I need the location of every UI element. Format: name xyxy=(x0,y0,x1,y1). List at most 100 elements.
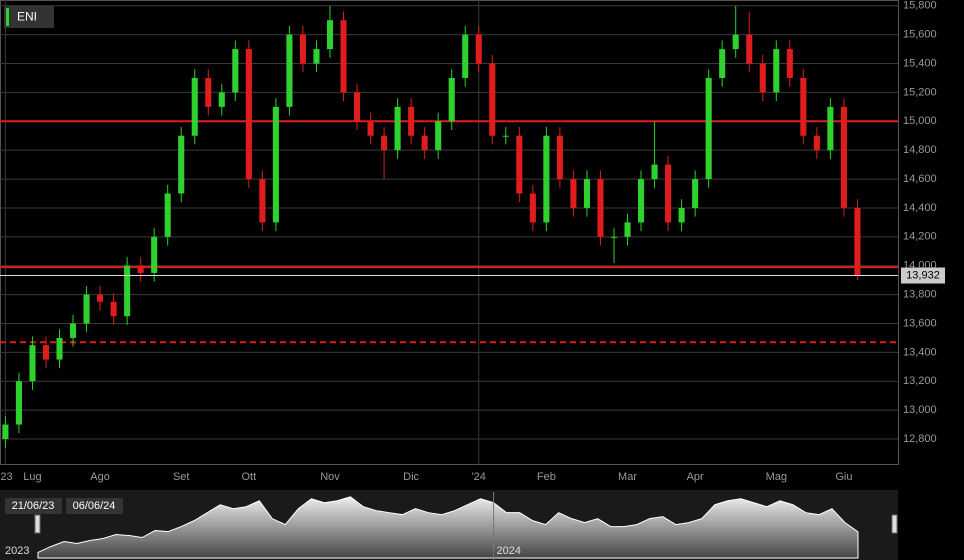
candle-body xyxy=(502,135,509,137)
candle-body xyxy=(29,345,36,382)
candle-body xyxy=(232,49,239,93)
candle-body xyxy=(732,34,739,50)
candle-body xyxy=(773,49,780,93)
y-tick-label: 15,400 xyxy=(903,57,937,69)
y-tick-label: 13,000 xyxy=(903,404,937,416)
x-tick-label: '23 xyxy=(0,471,13,483)
navigator-area xyxy=(37,496,859,559)
y-tick-label: 14,800 xyxy=(903,144,937,156)
x-tick-label: Nov xyxy=(320,471,340,483)
candle-body xyxy=(353,92,361,122)
candle-body xyxy=(151,236,158,273)
y-tick-label: 12,800 xyxy=(903,433,937,445)
candle-body xyxy=(475,34,482,64)
candle-body xyxy=(746,34,753,64)
candle-body xyxy=(570,179,577,208)
y-tick-label: 15,200 xyxy=(903,86,937,98)
y-tick-label: 15,800 xyxy=(903,0,937,12)
navigator-year: 2023 xyxy=(5,545,29,557)
chart-title: ENI xyxy=(17,10,37,24)
last-price-label: 13,932 xyxy=(906,269,940,281)
candle-body xyxy=(489,63,496,136)
candle-body xyxy=(313,49,320,64)
candle-body xyxy=(610,236,618,238)
symbol-box xyxy=(4,6,54,28)
x-tick-label: Ago xyxy=(90,471,110,483)
range-start: 21/06/23 xyxy=(12,500,55,512)
candle-body xyxy=(326,20,334,50)
candle-body xyxy=(69,323,77,338)
x-tick-label: Mag xyxy=(766,471,787,483)
candle-body xyxy=(191,77,198,136)
candle-body xyxy=(840,106,847,208)
candle-body xyxy=(516,135,523,194)
candle-body xyxy=(340,20,347,93)
x-tick-label: Mar xyxy=(618,471,637,483)
candle-body xyxy=(299,34,306,64)
candle-body xyxy=(705,77,712,180)
candle-body xyxy=(110,301,117,317)
range-end: 06/06/24 xyxy=(73,500,116,512)
candle-body xyxy=(854,207,861,276)
candle-body xyxy=(124,265,131,317)
candle-body xyxy=(597,179,604,237)
candle-body xyxy=(827,106,834,151)
candle-body xyxy=(83,294,90,324)
x-tick-label: Dic xyxy=(403,471,419,483)
candle-body xyxy=(529,193,536,223)
candle-body xyxy=(205,77,212,107)
candle-body xyxy=(786,49,793,78)
candle-body xyxy=(394,106,401,151)
candle-body xyxy=(218,92,225,107)
candle-body xyxy=(678,207,685,223)
candle-body xyxy=(42,345,50,360)
candle-body xyxy=(556,135,563,180)
y-tick-label: 14,200 xyxy=(903,231,937,243)
candle-body xyxy=(719,49,726,78)
candle-body xyxy=(2,424,9,440)
candle-body xyxy=(435,121,442,151)
candle-body xyxy=(137,265,144,273)
candle-body xyxy=(286,34,293,107)
y-tick-label: 14,600 xyxy=(903,173,937,185)
candle-body xyxy=(381,135,388,151)
candle-body xyxy=(462,34,469,78)
y-tick-label: 15,000 xyxy=(903,115,937,127)
candle-body xyxy=(583,179,590,208)
range-end-box xyxy=(66,498,123,514)
candle-body xyxy=(178,135,185,194)
candle-body xyxy=(421,135,428,151)
x-tick-label: Feb xyxy=(537,471,556,483)
candle-body xyxy=(637,179,645,223)
x-tick-label: Giu xyxy=(835,471,852,483)
y-tick-label: 13,600 xyxy=(903,317,937,329)
candle-body xyxy=(367,121,374,136)
y-tick-label: 13,200 xyxy=(903,375,937,387)
range-start-box xyxy=(5,498,62,514)
candle-body xyxy=(97,294,104,302)
navigator-handle[interactable] xyxy=(891,514,898,534)
x-tick-label: Apr xyxy=(687,471,704,483)
y-tick-label: 13,800 xyxy=(903,289,937,301)
y-tick-label: 15,600 xyxy=(903,29,937,41)
candle-body xyxy=(543,135,550,223)
candle-body xyxy=(692,179,699,208)
candle-body xyxy=(259,179,266,223)
y-tick-label: 14,400 xyxy=(903,202,937,214)
candle-body xyxy=(651,164,658,180)
x-tick-label: '24 xyxy=(472,471,486,483)
candle-body xyxy=(624,222,631,237)
navigator-year: 2024 xyxy=(497,545,521,557)
candle-body xyxy=(245,49,252,180)
x-tick-label: Ott xyxy=(242,471,257,483)
candle-body xyxy=(56,337,63,360)
y-tick-label: 13,400 xyxy=(903,346,937,358)
symbol-marker xyxy=(6,8,9,26)
x-tick-label: Lug xyxy=(23,471,41,483)
candle-body xyxy=(408,106,415,136)
candle-body xyxy=(272,106,279,223)
plot-frame xyxy=(0,0,899,465)
x-tick-label: Set xyxy=(173,471,190,483)
navigator-handle[interactable] xyxy=(34,514,41,534)
